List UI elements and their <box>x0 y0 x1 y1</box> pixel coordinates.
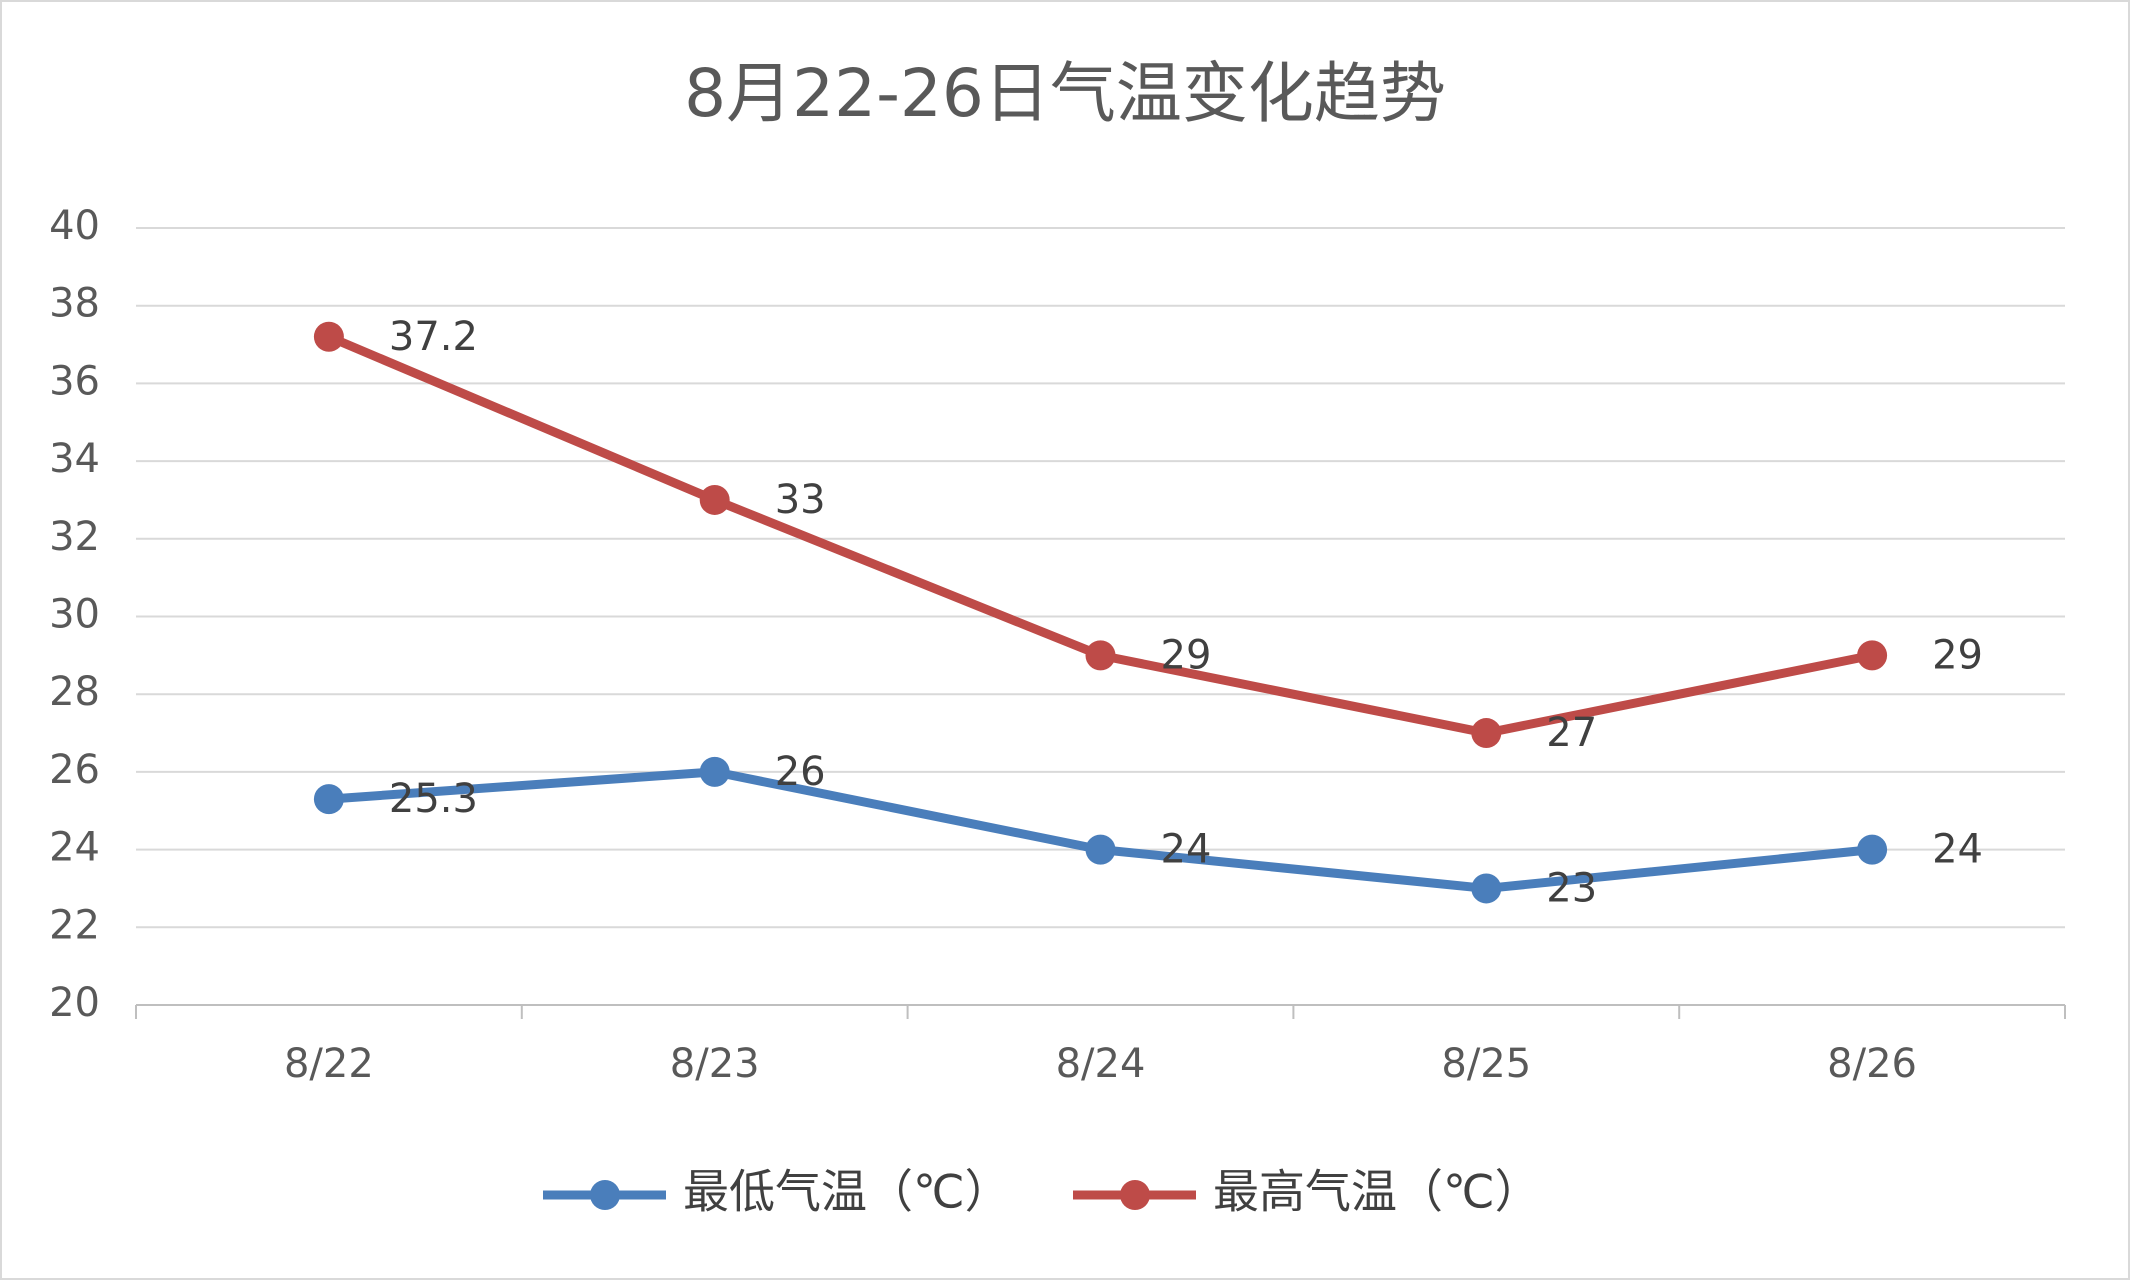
data-label: 29 <box>1161 632 1212 678</box>
x-tick-label: 8/25 <box>1441 1041 1531 1087</box>
x-tick-label: 8/23 <box>670 1041 760 1087</box>
data-point <box>699 484 730 515</box>
y-tick-label: 24 <box>49 825 100 871</box>
y-tick-label: 30 <box>49 592 100 638</box>
y-tick-label: 20 <box>49 980 100 1026</box>
data-point <box>699 756 730 787</box>
data-label: 27 <box>1546 710 1597 756</box>
data-label: 25.3 <box>389 776 478 822</box>
data-label: 37.2 <box>389 314 478 360</box>
data-label: 29 <box>1932 632 1983 678</box>
x-tick-label: 8/22 <box>284 1041 374 1087</box>
x-tick-label: 8/26 <box>1827 1041 1917 1087</box>
y-tick-label: 26 <box>49 747 100 793</box>
data-point <box>1471 718 1502 749</box>
y-tick-label: 34 <box>49 436 100 482</box>
data-point <box>1471 873 1502 904</box>
y-tick-label: 22 <box>49 902 100 948</box>
data-point <box>1085 834 1116 865</box>
data-point <box>313 784 344 815</box>
data-point <box>1085 640 1116 671</box>
y-tick-label: 40 <box>49 203 100 249</box>
data-point <box>1857 834 1888 865</box>
chart-title: 8月22-26日气温变化趋势 <box>684 55 1446 132</box>
data-label: 23 <box>1546 865 1597 911</box>
legend-label: 最高气温（℃） <box>1213 1165 1541 1219</box>
y-tick-label: 36 <box>49 358 100 404</box>
y-tick-label: 32 <box>49 514 100 560</box>
y-tick-label: 28 <box>49 669 100 715</box>
legend-label: 最低气温（℃） <box>683 1165 1011 1219</box>
y-tick-label: 38 <box>49 281 100 327</box>
data-label: 33 <box>775 477 826 523</box>
legend-marker <box>1120 1180 1150 1210</box>
data-label: 24 <box>1932 827 1983 873</box>
data-point <box>313 321 344 352</box>
x-tick-label: 8/24 <box>1056 1041 1146 1087</box>
legend-marker <box>590 1180 620 1210</box>
data-label: 24 <box>1161 827 1212 873</box>
data-label: 26 <box>775 749 826 795</box>
data-point <box>1857 640 1888 671</box>
